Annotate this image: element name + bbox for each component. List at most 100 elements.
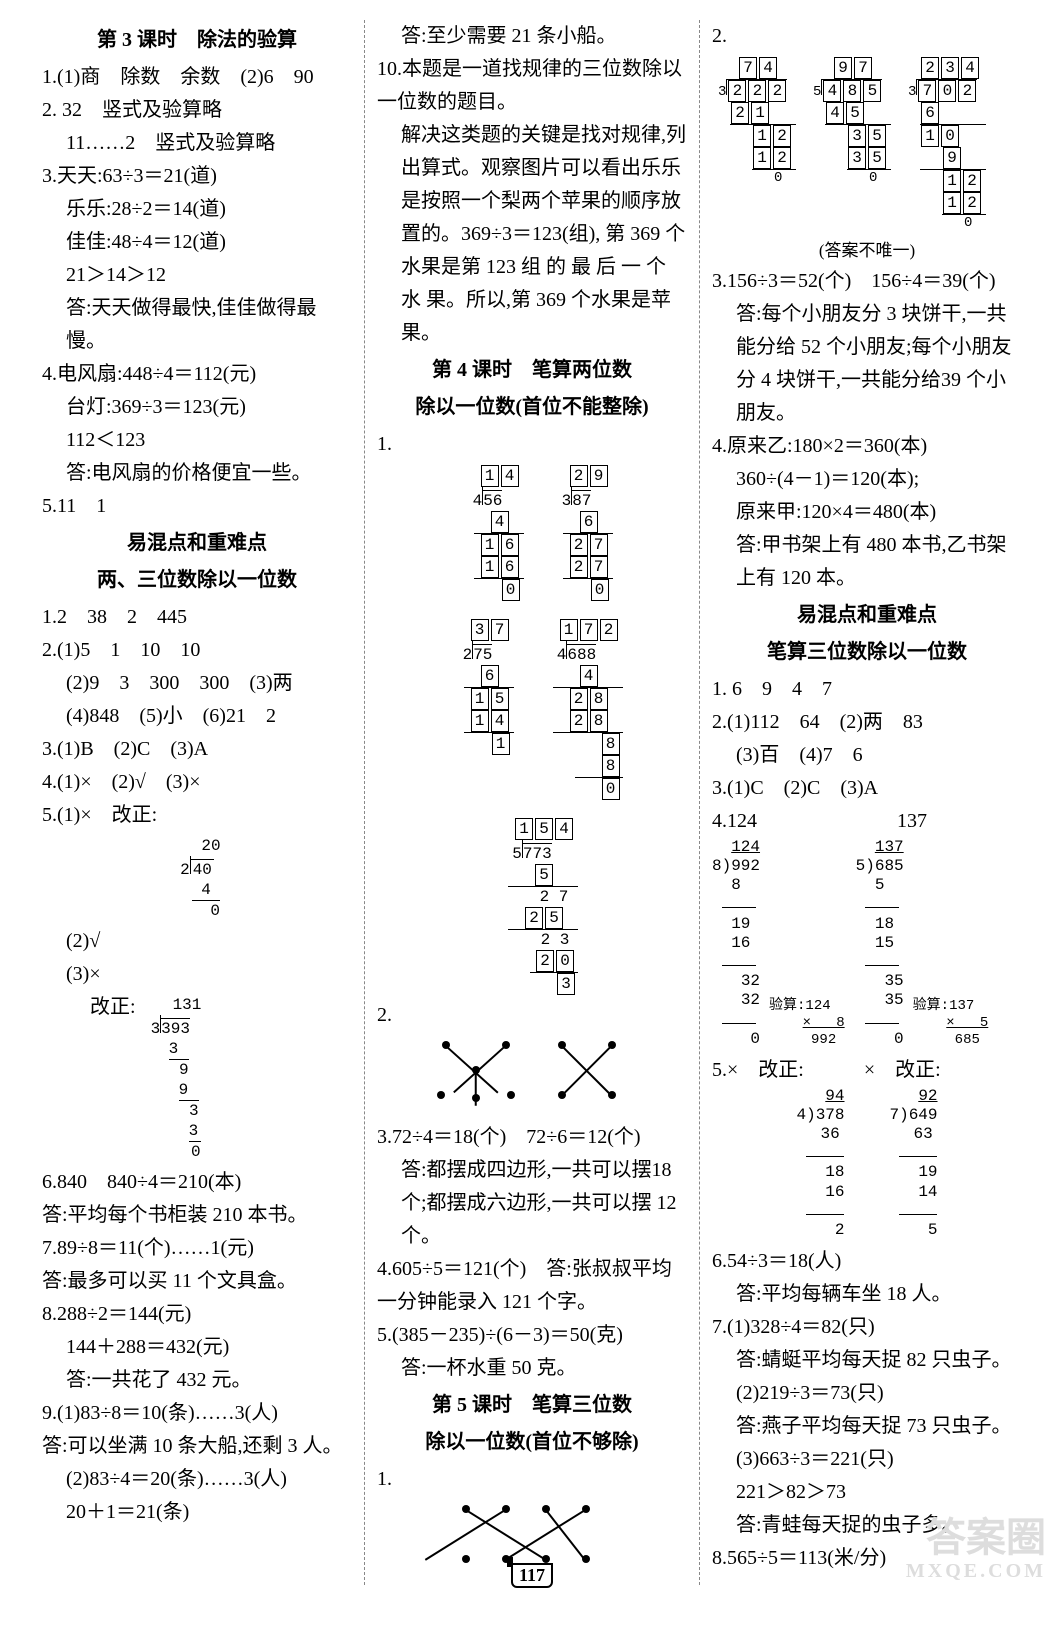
c3-l5: 原来甲:120×4＝480(本) — [712, 496, 1022, 529]
s: 1 — [943, 170, 961, 192]
s: 63 — [914, 1125, 933, 1143]
q: 3 — [941, 57, 959, 79]
d: 5 — [813, 84, 821, 100]
q: 3 — [471, 619, 489, 641]
s: 5 — [491, 688, 509, 710]
s: 0 — [556, 950, 574, 972]
s: 4 — [491, 511, 509, 533]
s: 8 — [590, 688, 608, 710]
q: 1 — [515, 818, 533, 840]
q: 2 — [600, 619, 618, 641]
c2-title2b: 除以一位数(首位不够除) — [377, 1426, 687, 1459]
s: 2 — [731, 102, 749, 124]
s: 3 — [848, 125, 866, 147]
s: 0 — [964, 215, 972, 231]
c3-l2: 答:每个小朋友分 3 块饼干,一共能分给 52 个小朋友;每个小朋友分 4 块饼… — [712, 298, 1022, 430]
s: 0 — [869, 170, 877, 186]
c1-l30: 答:一共花了 432 元。 — [42, 1364, 352, 1397]
c3-l17: (2)219÷3＝73(只) — [712, 1377, 1022, 1410]
c1-l6: 佳佳:48÷4＝12(道) — [42, 226, 352, 259]
s: 6 — [501, 534, 519, 556]
s: 3 — [557, 973, 575, 995]
q: 2 — [921, 57, 939, 79]
q: 137 — [875, 838, 904, 856]
lbl: 验算: — [769, 998, 805, 1014]
s: 8 — [590, 710, 608, 732]
s: 6 — [580, 511, 598, 533]
q: 4 — [759, 57, 777, 79]
c1-l17: (4)848 (5)小 (6)21 2 — [42, 700, 352, 733]
c1-l21: (2)√ — [42, 925, 352, 958]
c2-p2label: 2. — [377, 999, 687, 1032]
c2-title1b: 除以一位数(首位不能整除) — [377, 391, 687, 424]
n: 5 — [863, 80, 881, 102]
q: 124 — [731, 838, 760, 856]
div: 4)378 — [796, 1106, 844, 1124]
c3-l19: (3)663÷3＝221(只) — [712, 1443, 1022, 1476]
s: 2 — [525, 907, 543, 929]
ld1-q: 20 — [201, 837, 220, 855]
c1-ld2-wrap: 改正: 131 3393 3 9 9 3 3 0 — [42, 991, 352, 1166]
s: 1 — [471, 688, 489, 710]
n: 0 — [938, 80, 956, 102]
s: 1 — [943, 192, 961, 214]
n: 688 — [567, 644, 596, 665]
ld1-n: 40 — [191, 859, 214, 880]
s: 4 — [491, 710, 509, 732]
n: 2 — [958, 80, 976, 102]
c1-title3: 两、三位数除以一位数 — [42, 564, 352, 597]
star-net — [452, 1500, 612, 1570]
s: 3 — [560, 931, 570, 949]
s: 8 — [731, 876, 741, 894]
s: 35 — [884, 972, 903, 990]
q: 5 — [535, 818, 553, 840]
n: 56 — [483, 490, 502, 511]
c1-l20: 5.(1)× 改正: — [42, 799, 352, 832]
s: 0 — [602, 778, 620, 800]
q: 9 — [590, 465, 608, 487]
s: 14 — [918, 1183, 937, 1201]
c3-l4: 360÷(4－1)＝120(本); — [712, 463, 1022, 496]
c3-l8: 2.(1)112 64 (2)两 83 — [712, 706, 1022, 739]
c1-l31: 9.(1)83÷8＝10(条)……3(人) — [42, 1397, 352, 1430]
c1-title1: 第 3 课时 除法的验算 — [42, 24, 352, 57]
q: 92 — [918, 1087, 937, 1105]
s: 2 — [963, 170, 981, 192]
c1-l33: (2)83÷4＝20(条)……3(人) — [42, 1463, 352, 1496]
c3-ldrow: 74 3222 21 12 12 0 97 5485 45 35 35 0 — [712, 53, 1022, 237]
d: 3 — [718, 84, 726, 100]
c3-l1: 3.156÷3＝52(个) 156÷4＝39(个) — [712, 265, 1022, 298]
s: 5 — [535, 864, 553, 886]
c3-note1: (答案不唯一) — [712, 237, 1022, 265]
c3-l10: 3.(1)C (2)C (3)A — [712, 772, 1022, 805]
c2-ld2a: 37 275 6 15 14 1 — [442, 619, 514, 755]
s: 19 — [731, 915, 750, 933]
s: 1 — [481, 534, 499, 556]
s: 8 — [602, 755, 620, 777]
m: 992 — [811, 1032, 836, 1048]
ld2-s1: 9 — [169, 1059, 189, 1080]
c1-ld1: 20 240 4 0 — [42, 832, 352, 925]
c1-l15: 2.(1)5 1 10 10 — [42, 634, 352, 667]
s: 5 — [846, 102, 864, 124]
ld2-s0: 3 — [169, 1040, 179, 1058]
s: 2 — [835, 1221, 845, 1239]
n: 75 — [473, 644, 492, 665]
s: 6 — [921, 102, 939, 124]
c1-l2: 2. 32 竖式及验算略 — [42, 94, 352, 127]
c1-l13: 5.11 1 — [42, 490, 352, 523]
c2-l7: 5.(385－235)÷(6－3)＝50(克) — [377, 1319, 687, 1352]
c3-ld1b: 97 5485 45 35 35 0 — [813, 57, 891, 188]
c3-ld1a: 74 3222 21 12 12 0 — [718, 57, 796, 188]
s: 16 — [731, 934, 750, 952]
q: 4 — [501, 465, 519, 487]
s: 8 — [602, 733, 620, 755]
s: 1 — [481, 556, 499, 578]
column-1: 第 3 课时 除法的验算 1.(1)商 除数 余数 (2)6 90 2. 32 … — [30, 20, 364, 1585]
c2-stars — [377, 1032, 687, 1121]
s: 15 — [875, 934, 894, 952]
c1-l1: 1.(1)商 除数 余数 (2)6 90 — [42, 61, 352, 94]
q: 7 — [854, 57, 872, 79]
s: 1 — [492, 733, 510, 755]
page: 第 3 课时 除法的验算 1.(1)商 除数 余数 (2)6 90 2. 32 … — [0, 0, 1064, 1632]
